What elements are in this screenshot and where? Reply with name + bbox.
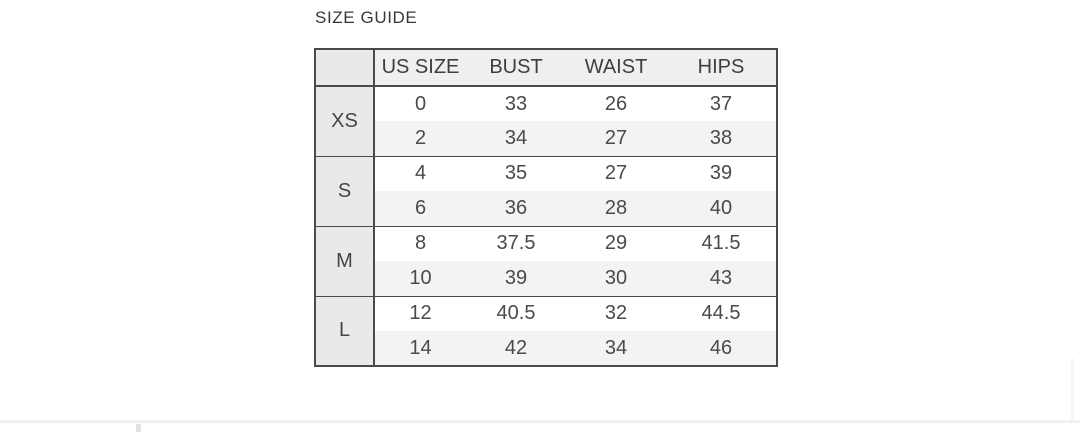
size-label-s: S (315, 156, 375, 226)
cell-bust: 39 (466, 261, 566, 296)
cell-waist: 29 (604, 232, 628, 255)
cell-hips: 46 (666, 331, 777, 366)
cell-bust: 40.5 (496, 302, 536, 325)
size-guide-table: US SIZE BUST WAIST HIPS XS 0 33 26 37 2 … (314, 48, 778, 367)
table-row: M 8 37.5 29 41.5 (315, 226, 777, 296)
cell-waist: 32 (604, 302, 628, 325)
cell-us-size: 0 (414, 92, 427, 115)
size-group-m: M 8 37.5 29 41.5 10 39 30 43 (315, 226, 777, 296)
header-cell-waist: WAIST (566, 49, 666, 86)
cell-waist: 30 (566, 261, 666, 296)
scrollbar-track[interactable] (1071, 358, 1074, 420)
size-label-m: M (315, 226, 375, 296)
cell-waist: 34 (566, 331, 666, 366)
table-row: XS 0 33 26 37 (315, 86, 777, 156)
cell-us-size: 8 (414, 232, 427, 255)
cell-waist: 27 (566, 121, 666, 156)
page-title: SIZE GUIDE (315, 8, 418, 27)
cell-bust: 33 (504, 92, 528, 115)
cell-bust: 42 (466, 331, 566, 366)
cell-bust: 36 (466, 191, 566, 226)
size-label-l: L (315, 296, 375, 366)
cell-waist: 27 (604, 162, 628, 185)
cell-bust: 35 (504, 162, 528, 185)
header-cell-blank (315, 49, 375, 86)
size-group-l: L 12 40.5 32 44.5 14 42 34 46 (315, 296, 777, 366)
header-cell-hips: HIPS (666, 49, 777, 86)
cell-us-size: 4 (414, 162, 427, 185)
header-row: US SIZE BUST WAIST HIPS (315, 49, 777, 86)
cell-hips: 37 (709, 92, 733, 115)
cell-waist: 28 (566, 191, 666, 226)
header-cell-us-size: US SIZE (374, 49, 466, 86)
cell-us-size: 12 (409, 302, 432, 325)
cell-hips: 43 (666, 261, 777, 296)
table-row: S 4 35 27 39 (315, 156, 777, 226)
table-row: L 12 40.5 32 44.5 (315, 296, 777, 366)
table-row: 14 42 34 46 (315, 331, 777, 366)
cell-hips: 40 (666, 191, 777, 226)
table-row: 6 36 28 40 (315, 191, 777, 226)
cell-us-size: 14 (374, 331, 466, 366)
cell-us-size: 2 (374, 121, 466, 156)
section-divider (0, 420, 1080, 423)
table-row: 10 39 30 43 (315, 261, 777, 296)
size-label-xs: XS (315, 86, 375, 156)
cell-us-size: 6 (374, 191, 466, 226)
cell-waist: 26 (604, 92, 628, 115)
size-group-xs: XS 0 33 26 37 2 34 27 38 (315, 86, 777, 156)
cell-hips: 39 (709, 162, 733, 185)
table-row: 2 34 27 38 (315, 121, 777, 156)
cell-bust: 34 (466, 121, 566, 156)
cell-hips: 41.5 (701, 232, 741, 255)
cell-bust: 37.5 (496, 232, 536, 255)
header-cell-bust: BUST (466, 49, 566, 86)
scrollbar-thumb[interactable] (136, 424, 141, 432)
size-group-s: S 4 35 27 39 6 36 28 40 (315, 156, 777, 226)
cell-hips: 44.5 (701, 302, 741, 325)
cell-hips: 38 (666, 121, 777, 156)
cell-us-size: 10 (374, 261, 466, 296)
size-guide-header: US SIZE BUST WAIST HIPS (315, 49, 777, 86)
